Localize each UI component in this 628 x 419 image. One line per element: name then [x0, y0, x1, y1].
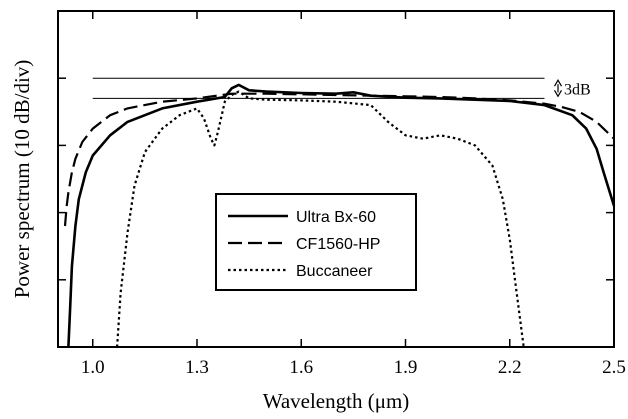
x-axis-title: Wavelength (μm)	[263, 389, 410, 413]
axis-ticks	[58, 11, 615, 347]
x-tick-label: 1.6	[289, 357, 313, 378]
annotation-3db: 3dB	[553, 79, 591, 98]
legend-label: Buccaneer	[296, 263, 373, 280]
legend-label: CF1560-HP	[296, 236, 380, 253]
x-tick-label: 1.3	[185, 357, 209, 378]
plot-frame	[57, 10, 615, 348]
x-tick-label: 1.9	[394, 357, 418, 378]
annotation-arrow-up	[553, 79, 563, 87]
x-tick-label: 2.5	[602, 357, 626, 378]
x-tick-labels: 1.0 1.3 1.6 1.9 2.2 2.5	[81, 357, 626, 378]
legend-label: Ultra Bx-60	[296, 209, 376, 226]
annotation-arrow-down	[553, 90, 563, 98]
x-tick-label: 1.0	[81, 357, 105, 378]
series-line-cf1560-hp	[63, 92, 615, 227]
series-line-ultra-bx-60	[67, 83, 616, 348]
legend: Ultra Bx-60 CF1560-HP Buccaneer	[215, 193, 417, 291]
series-group	[63, 83, 616, 348]
x-tick-label: 2.2	[498, 357, 522, 378]
reference-lines	[92, 77, 545, 99]
annotation-label: 3dB	[564, 81, 591, 98]
y-axis-title: Power spectrum (10 dB/div)	[10, 60, 34, 299]
series-line-buccaneer	[116, 90, 525, 348]
